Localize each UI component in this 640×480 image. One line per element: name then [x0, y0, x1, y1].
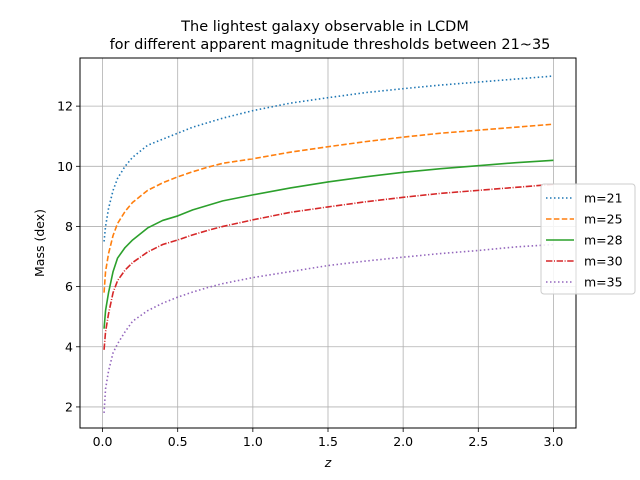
x-tick-label: 1.5 — [318, 434, 338, 449]
series-lines — [103, 75, 554, 414]
chart-title-line-1: The lightest galaxy observable in LCDM — [180, 19, 469, 35]
legend-label: m=25 — [584, 212, 623, 227]
x-tick-label: 1.0 — [243, 434, 263, 449]
y-tick-label: 6 — [65, 279, 73, 294]
y-axis-label: Mass (dex) — [32, 209, 47, 277]
grid — [80, 58, 576, 428]
x-tick-label: 2.5 — [468, 434, 488, 449]
chart-title-line-2: for different apparent magnitude thresho… — [110, 37, 551, 53]
series-line-m=25 — [103, 123, 554, 293]
x-tick-label: 3.0 — [544, 434, 564, 449]
x-tick-label: 0.0 — [93, 434, 113, 449]
y-tick-label: 12 — [57, 99, 73, 114]
legend-label: m=30 — [584, 254, 623, 269]
series-line-m=35 — [103, 243, 554, 414]
y-tick-label: 10 — [57, 159, 73, 174]
legend-box — [540, 183, 636, 295]
legend-label: m=21 — [584, 191, 623, 206]
x-tick-label: 2.0 — [393, 434, 413, 449]
axis-ticks: 0.0 0.5 1.0 1.5 2.0 2.5 3.0 2 4 6 8 10 12 — [57, 99, 563, 449]
x-axis-label: z — [324, 455, 332, 470]
legend-label: m=28 — [584, 233, 623, 248]
x-tick-label: 0.5 — [168, 434, 188, 449]
legend-label: m=35 — [584, 275, 623, 290]
y-tick-label: 8 — [65, 219, 73, 234]
legend: m=21 m=25 m=28 m=30 m=35 — [540, 183, 636, 295]
y-tick-label: 2 — [65, 399, 73, 414]
series-line-m=28 — [103, 159, 554, 329]
series-line-m=30 — [103, 183, 554, 350]
y-tick-label: 4 — [65, 339, 73, 354]
